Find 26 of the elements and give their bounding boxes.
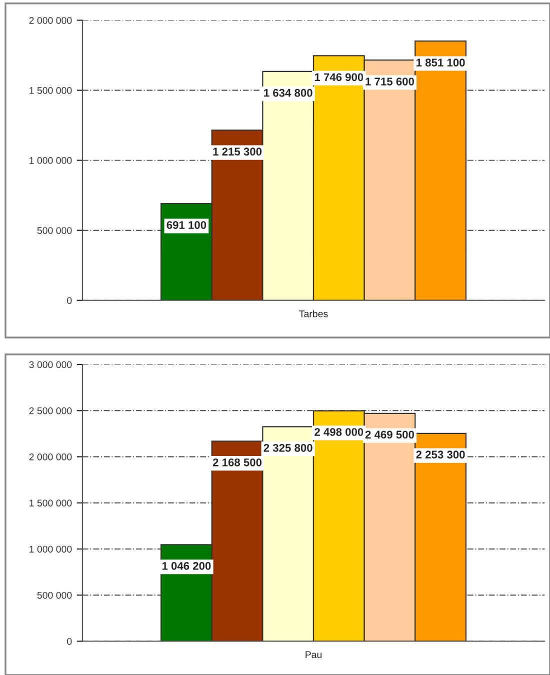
data-label: 1 046 200 [162, 562, 211, 570]
data-label: 1 215 300 [213, 148, 262, 156]
y-tick-label: 2 500 000 [29, 407, 72, 414]
y-tick-label: 500 000 [37, 227, 72, 234]
x-tick-label: Pau [306, 651, 322, 658]
y-tick-label: 1 500 000 [30, 500, 72, 506]
x-tick-label: Tarbes [299, 310, 328, 318]
y-tick-label: 0 [67, 297, 72, 304]
y-tick-label: 1 000 000 [30, 546, 72, 553]
y-tick-label: 1 000 000 [30, 157, 72, 164]
data-label: 1 746 900 [314, 73, 364, 82]
data-label: 2 253 300 [416, 450, 465, 459]
data-label: 1 634 800 [264, 88, 312, 97]
data-label: 691 100 [166, 221, 206, 229]
data-label: 1 715 600 [366, 78, 414, 86]
y-tick-label: 2 000 000 [29, 16, 72, 24]
data-label: 2 325 800 [264, 444, 312, 452]
y-tick-label: 2 000 000 [29, 453, 72, 460]
data-label: 2 168 500 [212, 458, 262, 466]
y-tick-label: 3 000 000 [29, 361, 72, 368]
y-tick-label: 1 500 000 [30, 87, 72, 94]
y-tick-label: 0 [67, 638, 72, 645]
y-tick-label: 500 000 [37, 592, 72, 599]
data-label: 2 469 500 [365, 430, 414, 439]
data-label: 1 851 100 [416, 58, 465, 66]
data-label: 2 498 000 [314, 428, 364, 436]
